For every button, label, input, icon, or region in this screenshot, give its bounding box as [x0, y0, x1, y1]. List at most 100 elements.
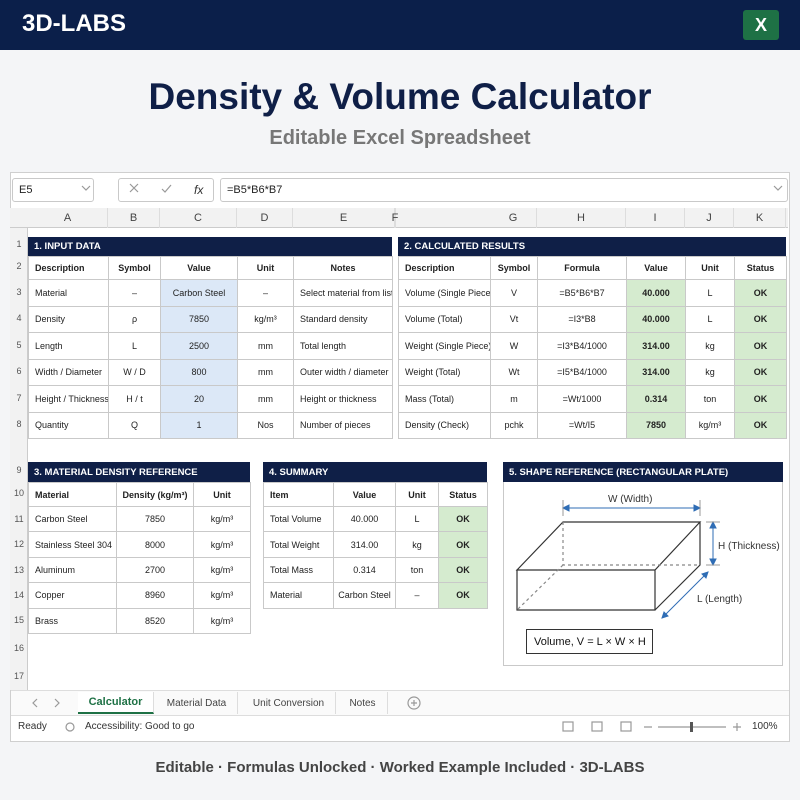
table-cell[interactable]: Aluminum [28, 556, 117, 584]
table-header: Item [263, 482, 334, 507]
sheet-tab[interactable]: Notes [338, 692, 388, 714]
sheet-tab[interactable]: Material Data [156, 692, 238, 714]
row-header[interactable]: 12 [13, 539, 24, 549]
brand: 3D-LABS [22, 10, 127, 37]
table-cell[interactable]: =B5*B6*B7 [537, 279, 627, 307]
table-cell[interactable]: Stainless Steel 304 [28, 531, 117, 558]
table-cell[interactable]: 314.00 [626, 358, 686, 386]
table-cell[interactable]: Brass [28, 607, 117, 634]
table-cell[interactable]: Standard density [293, 305, 393, 333]
table-cell[interactable]: OK [734, 411, 787, 439]
table-cell[interactable]: Volume (Single Piece) [398, 279, 491, 307]
table-cell[interactable]: 8520 [116, 607, 194, 634]
table-cell[interactable]: OK [438, 582, 488, 609]
column-header[interactable]: I [626, 208, 685, 228]
column-header[interactable]: K [734, 208, 786, 228]
table-cell[interactable]: Material [263, 582, 334, 609]
row-header[interactable]: 10 [13, 488, 24, 498]
column-header[interactable]: J [685, 208, 734, 228]
column-header[interactable]: H [537, 208, 626, 228]
table-cell[interactable]: Total Volume [263, 506, 334, 533]
table-cell[interactable]: Total Weight [263, 531, 334, 558]
table-cell[interactable]: ρ [108, 305, 161, 333]
table-cell[interactable]: Height or thickness [293, 385, 393, 413]
section-title: 3. MATERIAL DENSITY REFERENCE [28, 462, 250, 482]
table-cell[interactable]: m [490, 385, 538, 413]
table-cell[interactable]: kg/m³ [193, 506, 251, 533]
table-cell[interactable]: Mass (Total) [398, 385, 491, 413]
table-cell[interactable]: OK [438, 506, 488, 533]
column-header[interactable]: C [160, 208, 237, 228]
table-cell[interactable]: Nos [237, 411, 294, 439]
table-cell[interactable]: mm [237, 358, 294, 386]
table-cell[interactable]: L [685, 305, 735, 333]
formula-input[interactable]: =B5*B6*B7 [220, 178, 788, 202]
row-header[interactable]: 14 [13, 590, 24, 600]
table-cell[interactable]: 7850 [626, 411, 686, 439]
table-cell[interactable]: Quantity [28, 411, 109, 439]
row-header[interactable]: 13 [13, 565, 24, 575]
row-header[interactable]: 2 [16, 261, 22, 271]
table-header: Value [626, 256, 686, 280]
table-cell[interactable]: 2700 [116, 556, 194, 584]
table-cell[interactable]: Wt [490, 358, 538, 386]
table-cell[interactable]: mm [237, 332, 294, 360]
dimension-arrows [561, 500, 720, 619]
table-cell[interactable]: Carbon Steel [28, 506, 117, 533]
column-header[interactable]: A [28, 208, 108, 228]
row-header[interactable]: 15 [13, 615, 24, 625]
row-header[interactable]: 4 [16, 313, 22, 323]
table-cell[interactable]: – [108, 279, 161, 307]
sheet-tab[interactable]: Unit Conversion [242, 692, 336, 714]
table-cell[interactable]: pchk [490, 411, 538, 439]
table-cell[interactable]: Outer width / diameter [293, 358, 393, 386]
table-cell[interactable]: 40.000 [626, 305, 686, 333]
table-cell[interactable]: Number of pieces [293, 411, 393, 439]
table-cell[interactable]: 8000 [116, 531, 194, 558]
row-header[interactable]: 16 [13, 643, 24, 653]
row-header[interactable]: 6 [16, 366, 22, 376]
table-cell[interactable]: =Wt/I5 [537, 411, 627, 439]
table-cell[interactable]: – [395, 582, 439, 609]
table-cell[interactable]: kg/m³ [193, 607, 251, 634]
table-cell[interactable]: Vt [490, 305, 538, 333]
add-sheet-icon [407, 696, 421, 710]
table-cell[interactable]: 314.00 [333, 531, 396, 558]
enter-icon [161, 184, 172, 193]
row-header[interactable]: 7 [16, 393, 22, 403]
table-cell[interactable]: Carbon Steel [333, 582, 396, 609]
column-header[interactable]: E [293, 208, 395, 228]
table-cell[interactable]: Material [28, 279, 109, 307]
table-cell[interactable]: Total Mass [263, 556, 334, 584]
formula-box [526, 629, 653, 654]
column-header[interactable]: F [392, 208, 398, 228]
column-header[interactable]: D [237, 208, 293, 228]
row-header[interactable]: 3 [16, 287, 22, 297]
table-cell[interactable]: L [685, 279, 735, 307]
row-header[interactable]: 11 [14, 514, 24, 524]
name-box[interactable]: E5 [12, 178, 94, 202]
table-cell[interactable]: Weight (Total) [398, 358, 491, 386]
sheet-tab[interactable]: Calculator [78, 692, 154, 714]
row-header[interactable]: 1 [16, 239, 22, 249]
table-cell[interactable]: 20 [160, 385, 238, 413]
zoom-buttons [644, 723, 741, 731]
row-header[interactable]: 17 [13, 671, 24, 681]
zoom-level[interactable]: 100% [752, 721, 778, 732]
column-header[interactable]: G [490, 208, 537, 228]
table-cell[interactable]: Copper [28, 582, 117, 609]
table-cell[interactable]: 1 [160, 411, 238, 439]
table-cell[interactable]: kg/m³ [685, 411, 735, 439]
table-cell[interactable]: Weight (Single Piece) [398, 332, 491, 360]
row-header[interactable]: 9 [16, 465, 22, 475]
column-header[interactable]: B [108, 208, 160, 228]
table-cell[interactable]: W / D [108, 358, 161, 386]
accessibility-status[interactable]: Accessibility: Good to go [85, 721, 195, 732]
row-header[interactable]: 8 [16, 419, 22, 429]
table-cell[interactable]: Density [28, 305, 109, 333]
page-subtitle: Editable Excel Spreadsheet [269, 127, 531, 149]
row-header[interactable]: 5 [16, 340, 22, 350]
table-cell[interactable]: Density (Check) [398, 411, 491, 439]
table-cell[interactable]: Select material from list [293, 279, 393, 307]
table-cell[interactable]: kg/m³ [193, 582, 251, 609]
